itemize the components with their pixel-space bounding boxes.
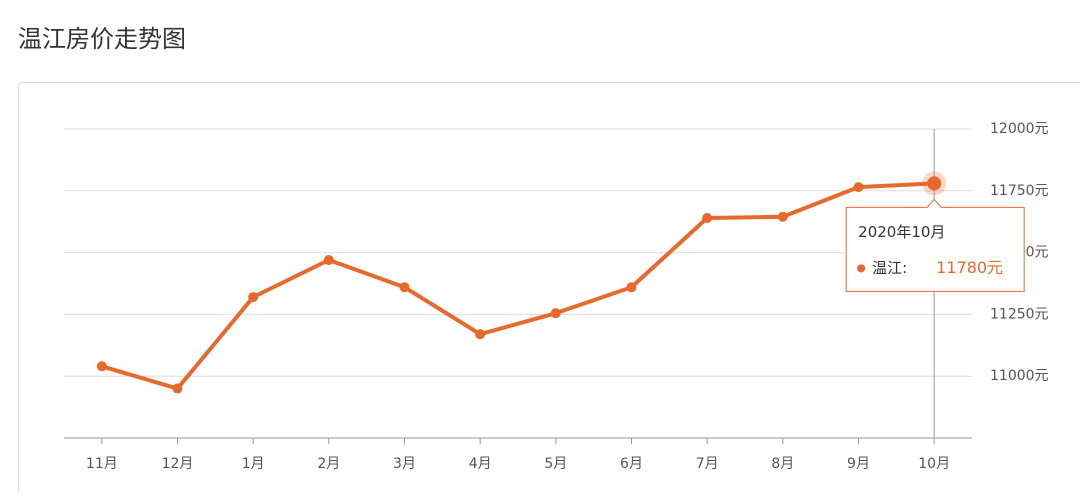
- tooltip-title: 2020年10月: [858, 223, 945, 241]
- tooltip-value: 11780元: [936, 258, 1003, 277]
- point: [702, 213, 712, 223]
- x-tick-label: 8月: [771, 456, 794, 472]
- x-tick-label: 10月: [918, 456, 950, 472]
- tooltip-box: [846, 199, 1024, 291]
- point: [173, 384, 183, 394]
- point: [248, 292, 258, 302]
- x-tick-label: 1月: [242, 456, 265, 472]
- x-tick-label: 7月: [696, 456, 719, 472]
- point: [927, 176, 941, 190]
- page-title: 温江房价走势图: [18, 25, 186, 53]
- x-tick-label: 5月: [544, 456, 567, 472]
- tooltip-label: 温江:: [872, 259, 907, 277]
- x-tick-label: 2月: [317, 456, 340, 472]
- x-tick-label: 11月: [86, 456, 118, 472]
- x-tick-label: 9月: [847, 456, 870, 472]
- y-tick-label: 12000元: [990, 121, 1049, 137]
- tooltip-dot: [857, 264, 865, 272]
- point: [475, 329, 485, 339]
- point: [324, 255, 334, 265]
- x-tick-label: 12月: [162, 456, 194, 472]
- point: [627, 282, 637, 292]
- point: [97, 361, 107, 371]
- point: [400, 282, 410, 292]
- y-tick-label: 11000元: [990, 368, 1049, 384]
- point: [854, 182, 864, 192]
- x-tick-label: 6月: [620, 456, 643, 472]
- point: [778, 212, 788, 222]
- y-tick-label: 11250元: [990, 306, 1049, 322]
- x-tick-label: 4月: [469, 456, 492, 472]
- y-tick-label: 11750元: [990, 183, 1049, 199]
- point: [551, 308, 561, 318]
- x-tick-label: 3月: [393, 456, 416, 472]
